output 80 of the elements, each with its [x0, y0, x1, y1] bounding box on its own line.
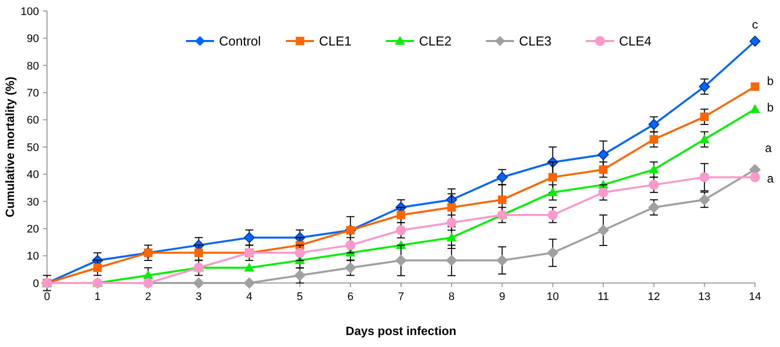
point [547, 247, 558, 258]
x-tick-label: 1 [94, 291, 101, 303]
point [698, 194, 710, 206]
text: a [767, 171, 774, 186]
y-axis-title: Cumulative mortality (%) [3, 76, 17, 218]
point [93, 264, 102, 272]
y-tick-label: 80 [26, 60, 39, 72]
annotation: c [752, 17, 758, 32]
legend-label: CLE3 [519, 34, 552, 49]
y-tick-label: 100 [20, 6, 39, 18]
x-tick-label: 11 [598, 291, 609, 303]
legend-label: Control [219, 34, 262, 49]
point [496, 254, 508, 266]
point [548, 187, 558, 196]
point [446, 232, 457, 242]
legend-label: CLE1 [319, 34, 352, 49]
point [244, 232, 255, 244]
legend-label: CLE4 [619, 34, 652, 49]
point [698, 81, 710, 92]
point [648, 118, 660, 130]
point [447, 203, 456, 212]
y-tick-label: 90 [26, 33, 39, 46]
point [193, 278, 204, 288]
x-tick-label: 6 [347, 291, 354, 303]
x-tick-label: 2 [145, 291, 152, 303]
y-tick-label: 20 [26, 223, 39, 236]
y-tick-label: 10 [26, 250, 39, 263]
point [294, 248, 305, 258]
x-tick-label: 0 [44, 291, 50, 303]
text: b [767, 74, 774, 88]
x-tick-label: 5 [296, 291, 303, 303]
text: a [765, 140, 772, 155]
point [446, 254, 458, 266]
point [345, 240, 356, 250]
y-tick-label: 60 [26, 114, 39, 127]
x-tick-label: 14 [748, 291, 762, 303]
x-tick-label: 8 [448, 291, 455, 303]
x-tick-label: 9 [499, 291, 506, 303]
x-tick-label: 3 [196, 291, 202, 303]
y-tick-label: 0 [32, 278, 39, 290]
y-tick-label: 30 [26, 196, 39, 208]
point [648, 164, 659, 174]
point [244, 278, 255, 288]
point [699, 134, 710, 144]
point [294, 270, 306, 281]
point [700, 112, 709, 122]
point [648, 180, 659, 190]
point [699, 172, 710, 182]
point [598, 187, 608, 198]
point [194, 248, 203, 258]
point [650, 135, 658, 144]
point [498, 196, 506, 204]
y-tick-label: 70 [26, 87, 39, 100]
point [598, 224, 609, 236]
x-tick-label: 13 [698, 291, 711, 303]
point [548, 172, 557, 182]
y-tick-label: 40 [26, 169, 39, 182]
x-tick-label: 12 [648, 291, 660, 303]
point [396, 210, 406, 220]
point [496, 172, 508, 183]
x-tick-label: 7 [398, 291, 404, 303]
text: b [767, 100, 774, 114]
y-tick-label: 50 [26, 142, 39, 154]
x-axis-title: Days post infection [346, 324, 456, 338]
point [750, 36, 760, 47]
x-tick-label: 4 [246, 291, 252, 303]
x-tick-label: 10 [546, 291, 559, 303]
point [548, 210, 558, 220]
point [648, 202, 660, 213]
point [396, 254, 406, 266]
point [598, 149, 609, 160]
point [750, 104, 760, 113]
point [396, 225, 406, 236]
point [244, 262, 254, 272]
point [344, 262, 356, 274]
point [750, 172, 760, 182]
point [446, 218, 457, 228]
point [599, 165, 608, 174]
legend-label: CLE2 [419, 34, 452, 49]
point [750, 82, 760, 91]
